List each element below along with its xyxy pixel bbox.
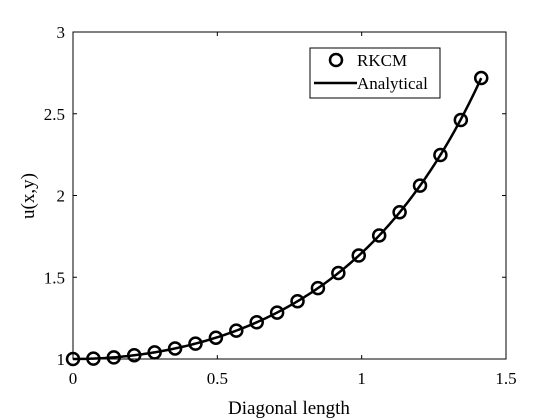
plot-area <box>73 32 506 359</box>
rkcm-point <box>351 248 366 263</box>
rkcm-point <box>453 112 469 128</box>
legend-analytical-label: Analytical <box>357 74 428 93</box>
rkcm-point <box>106 350 122 365</box>
rkcm-point <box>331 265 346 281</box>
y-tick-label: 2.5 <box>44 105 65 124</box>
rkcm-point <box>208 330 224 345</box>
rkcm-point <box>188 336 203 351</box>
y-tick-label: 1 <box>57 350 66 369</box>
y-axis-label: u(x,y) <box>18 173 39 219</box>
rkcm-point <box>433 147 448 163</box>
x-tick-label: 1.5 <box>495 369 516 388</box>
x-tick-label: 1 <box>357 369 366 388</box>
rkcm-point <box>167 341 183 356</box>
legend-rkcm-label: RKCM <box>357 51 407 70</box>
rkcm-point <box>290 294 305 309</box>
y-tick-label: 3 <box>57 23 66 42</box>
rkcm-point <box>249 315 264 330</box>
rkcm-point <box>473 70 489 86</box>
x-axis-label: Diagonal length <box>228 398 350 419</box>
rkcm-point <box>412 178 428 193</box>
y-tick-label: 1.5 <box>44 268 65 287</box>
legend: RKCM Analytical <box>309 47 441 99</box>
x-tick-label: 0 <box>69 369 78 388</box>
y-tick-label: 2 <box>57 187 66 206</box>
rkcm-point <box>310 280 326 296</box>
rkcm-point <box>392 205 407 220</box>
x-ticks: 0 0.5 1 1.5 <box>69 32 517 388</box>
rkcm-point <box>147 345 162 360</box>
rkcm-point <box>371 228 387 243</box>
y-ticks: 1 1.5 2 2.5 3 <box>44 23 506 369</box>
rkcm-point <box>229 323 244 338</box>
legend-rkcm-marker <box>328 52 344 68</box>
rkcm-markers <box>65 70 489 367</box>
rkcm-point <box>126 348 142 363</box>
rkcm-point <box>269 305 285 320</box>
x-tick-label: 0.5 <box>207 369 228 388</box>
